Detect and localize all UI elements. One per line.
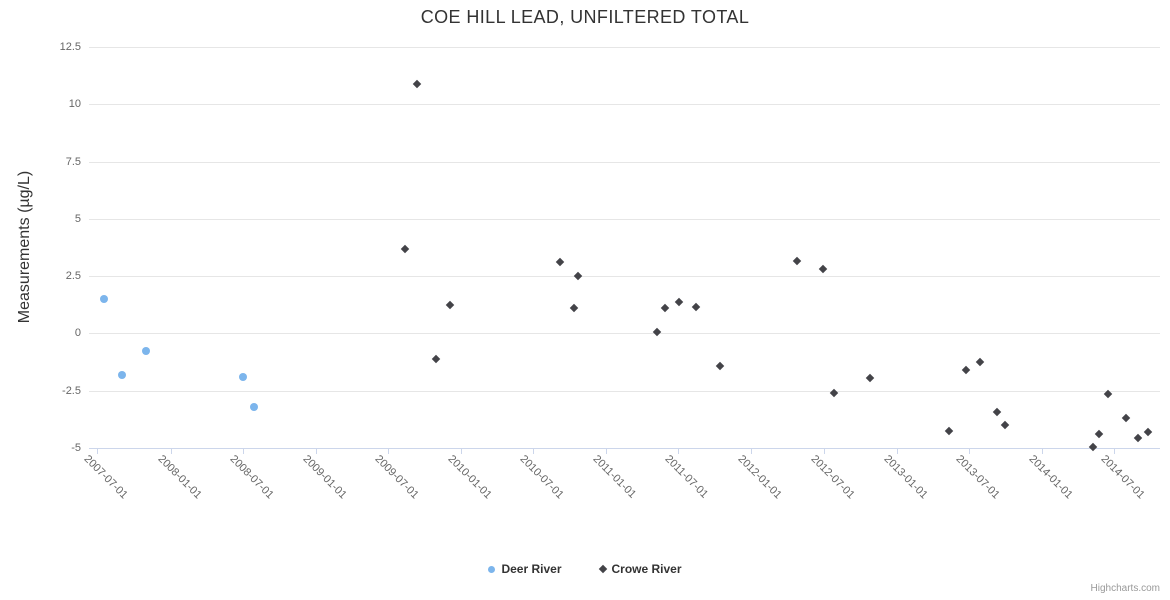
x-axis-tick-label: 2012-01-01 (735, 453, 785, 502)
x-axis-tick-label: 2011-07-01 (662, 453, 711, 501)
crowe-river-diamond-icon (598, 564, 607, 574)
data-point-crowe-river[interactable] (555, 258, 564, 267)
data-point-crowe-river[interactable] (431, 354, 440, 363)
x-axis-tick (751, 449, 753, 454)
x-axis-tick (170, 449, 172, 454)
data-point-crowe-river[interactable] (574, 271, 583, 281)
legend-label-deer-river: Deer River (501, 562, 562, 576)
data-point-crowe-river[interactable] (1144, 427, 1153, 437)
x-axis-tick (1041, 449, 1043, 454)
gridline (89, 161, 1160, 163)
data-point-crowe-river[interactable] (1094, 430, 1104, 439)
legend-item-deer-river[interactable]: Deer River (488, 562, 562, 576)
x-axis-tick (823, 449, 825, 454)
gridline (89, 47, 1160, 48)
x-axis-tick-label: 2014-01-01 (1026, 453, 1075, 502)
gridline (89, 218, 1160, 220)
x-axis-tick (387, 449, 389, 454)
data-point-crowe-river[interactable] (1121, 413, 1131, 423)
legend: Deer River Crowe River (0, 562, 1170, 576)
data-point-deer-river[interactable] (100, 295, 109, 304)
x-axis-tick (678, 449, 680, 454)
data-point-crowe-river[interactable] (992, 408, 1001, 417)
data-point-crowe-river[interactable] (975, 357, 985, 367)
x-axis-tick-label: 2014-07-01 (1098, 453, 1147, 502)
x-axis-tick (533, 449, 535, 454)
data-point-deer-river[interactable] (250, 402, 259, 411)
y-axis-tick-label: 7.5 (65, 155, 81, 168)
data-point-crowe-river[interactable] (1088, 442, 1098, 452)
y-axis-tick-label: -5 (71, 442, 81, 454)
gridline (89, 390, 1160, 392)
x-axis-tick (606, 449, 608, 454)
data-point-crowe-river[interactable] (945, 426, 954, 436)
legend-label-crowe-river: Crowe River (611, 562, 682, 576)
x-axis-tick-label: 2008-07-01 (227, 453, 276, 502)
data-point-crowe-river[interactable] (691, 302, 700, 312)
x-axis-tick (1113, 449, 1115, 454)
y-axis-tick-label: 10 (68, 98, 81, 111)
y-axis-tick-label: -2.5 (62, 384, 81, 397)
gridline (89, 104, 1160, 106)
data-point-crowe-river[interactable] (793, 256, 802, 266)
y-axis-tick-label: 0 (74, 327, 81, 340)
data-point-crowe-river[interactable] (652, 328, 661, 337)
y-axis-tick-label: 2.5 (65, 270, 81, 283)
x-axis-tick (968, 449, 970, 454)
legend-item-crowe-river[interactable]: Crowe River (598, 562, 682, 576)
data-point-crowe-river[interactable] (569, 303, 578, 313)
data-point-crowe-river[interactable] (660, 303, 669, 313)
x-axis-tick-label: 2011-01-01 (590, 453, 639, 501)
x-axis-tick (242, 449, 244, 454)
data-point-deer-river[interactable] (141, 346, 150, 355)
x-axis-tick-label: 2013-01-01 (881, 453, 930, 502)
x-axis-tick-label: 2012-07-01 (808, 453, 857, 502)
chart-title: COE HILL LEAD, UNFILTERED TOTAL (420, 7, 750, 27)
x-axis-tick-label: 2009-07-01 (372, 453, 421, 502)
x-axis-tick-label: 2010-07-01 (517, 453, 566, 502)
data-point-crowe-river[interactable] (412, 79, 421, 88)
x-axis-tick-label: 2009-01-01 (300, 453, 349, 502)
y-axis-title: Measurements (µg/L) (16, 170, 33, 324)
x-axis-tick (461, 449, 463, 454)
data-point-crowe-river[interactable] (401, 244, 410, 253)
data-point-deer-river[interactable] (117, 370, 126, 379)
x-axis-tick (316, 449, 318, 454)
data-point-crowe-river[interactable] (1000, 420, 1010, 430)
highcharts-credits-link[interactable]: Highcharts.com (1090, 583, 1160, 594)
y-axis-tick-label: 12.5 (59, 41, 81, 53)
deer-river-circle-icon (488, 565, 496, 573)
x-axis-tick-label: 2008-01-01 (155, 453, 204, 502)
gridline (89, 276, 1160, 278)
data-point-deer-river[interactable] (238, 372, 247, 381)
data-point-crowe-river[interactable] (962, 365, 971, 375)
x-axis-tick (896, 449, 898, 454)
x-axis-line (89, 448, 1160, 449)
data-point-crowe-river[interactable] (865, 373, 875, 383)
data-point-crowe-river[interactable] (818, 265, 827, 274)
y-axis-tick-label: 5 (74, 212, 81, 225)
data-point-crowe-river[interactable] (674, 298, 683, 307)
data-point-crowe-river[interactable] (445, 300, 454, 310)
x-axis-tick-label: 2013-07-01 (953, 453, 1002, 502)
data-point-crowe-river[interactable] (1133, 433, 1142, 442)
data-point-crowe-river[interactable] (715, 361, 724, 370)
x-axis-tick-label: 2007-07-01 (81, 453, 131, 502)
gridline (89, 333, 1160, 335)
x-axis-tick (97, 449, 99, 454)
x-axis-tick-label: 2010-01-01 (445, 453, 494, 502)
